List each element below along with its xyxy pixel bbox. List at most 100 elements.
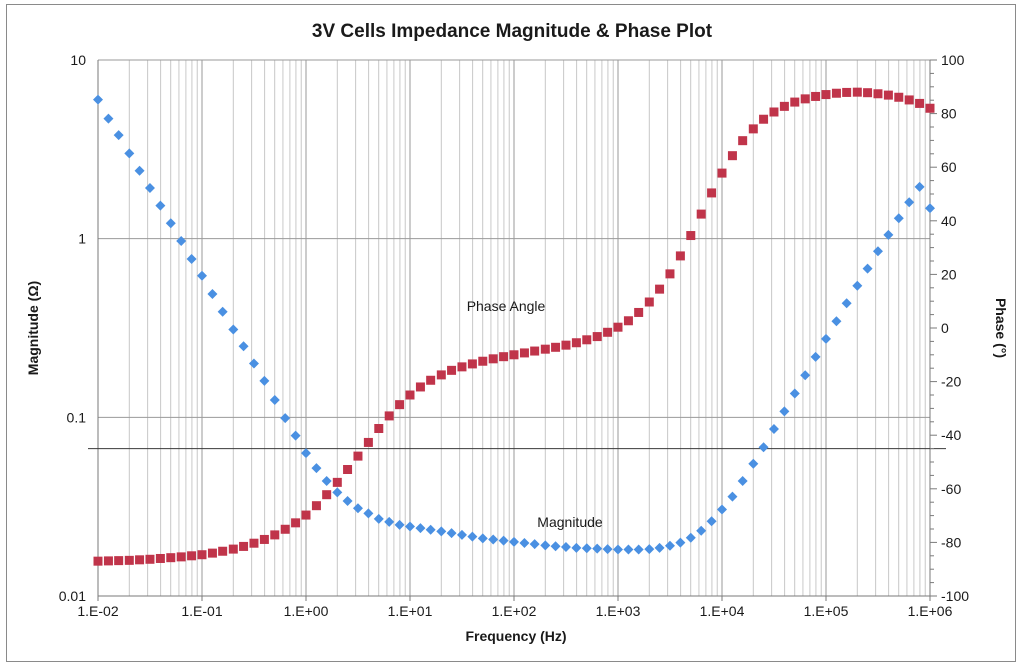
magnitude-point <box>540 540 551 551</box>
phase-point <box>707 188 717 198</box>
y2-tick-label: -20 <box>941 374 961 390</box>
y2-tick-label: -100 <box>941 588 969 604</box>
phase-point <box>540 344 550 354</box>
phase-point <box>301 510 311 520</box>
phase-point <box>675 251 685 261</box>
magnitude-point <box>207 289 218 300</box>
magnitude-point <box>852 280 863 291</box>
y2-tick-label: 100 <box>941 52 965 68</box>
phase-point <box>155 553 165 563</box>
x-tick-label: 1.E+02 <box>492 603 537 619</box>
x-tick-label: 1.E-01 <box>181 603 222 619</box>
x-tick-label: 1.E+05 <box>804 603 849 619</box>
phase-point <box>291 518 301 528</box>
magnitude-point <box>685 532 696 543</box>
x-tick-labels: 1.E-02 1.E-01 1.E+00 1.E+01 1.E+02 1.E+03 1.E+… <box>77 603 952 619</box>
y2-tick-label: 80 <box>941 106 957 122</box>
phase-point <box>915 98 925 108</box>
phase-point <box>655 284 665 294</box>
x-tick-label: 1.E+00 <box>284 603 329 619</box>
phase-point <box>748 124 758 134</box>
phase-point <box>665 269 675 279</box>
magnitude-point <box>103 113 114 124</box>
annotation-phase-angle: Phase Angle <box>467 298 546 314</box>
magnitude-point <box>269 395 280 406</box>
phase-point <box>332 477 342 487</box>
magnitude-point <box>592 543 603 554</box>
phase-point <box>145 554 155 564</box>
magnitude-point <box>321 476 332 487</box>
phase-point <box>488 354 498 364</box>
phase-point <box>904 95 914 105</box>
grid-major <box>97 59 931 597</box>
magnitude-point <box>477 533 488 544</box>
y2-tick-labels: -100 -80 -60 -40 -20 0 20 40 60 80 100 <box>941 52 969 604</box>
magnitude-point <box>373 513 384 524</box>
magnitude-point <box>467 531 478 542</box>
phase-point <box>571 338 581 348</box>
magnitude-point <box>425 524 436 535</box>
phase-point <box>218 546 228 556</box>
magnitude-point <box>113 130 124 141</box>
magnitude-point <box>248 358 259 369</box>
phase-point <box>249 538 259 548</box>
y2-tick-label: -80 <box>941 534 961 550</box>
chart-title: 3V Cells Impedance Magnitude & Phase Plo… <box>312 21 713 42</box>
magnitude-point <box>176 236 187 247</box>
phase-point <box>790 97 800 107</box>
phase-point <box>384 411 394 421</box>
magnitude-point <box>186 253 197 264</box>
phase-point <box>426 375 436 385</box>
phase-point <box>447 365 457 375</box>
phase-point <box>800 94 810 104</box>
magnitude-point <box>633 544 644 555</box>
axes <box>88 59 946 601</box>
x-tick-label: 1.E+03 <box>596 603 641 619</box>
phase-point <box>530 346 540 356</box>
phase-point <box>322 490 332 500</box>
phase-point <box>509 350 519 360</box>
magnitude-point <box>613 544 623 555</box>
x-tick-label: 1.E+06 <box>908 603 953 619</box>
magnitude-point <box>748 458 759 469</box>
series-phase <box>93 87 935 566</box>
magnitude-point <box>509 536 519 547</box>
y-tick-label: 1 <box>78 231 86 247</box>
phase-point <box>925 103 935 113</box>
magnitude-point <box>571 542 582 553</box>
phase-point <box>228 544 238 554</box>
magnitude-point <box>644 544 655 555</box>
magnitude-point <box>717 504 727 515</box>
y2-axis-title: Phase (°) <box>993 298 1009 358</box>
magnitude-point <box>498 535 509 546</box>
phase-point <box>363 437 373 447</box>
y-tick-label: 0.01 <box>59 588 86 604</box>
phase-point <box>759 114 769 124</box>
magnitude-point <box>165 218 176 229</box>
phase-point <box>811 91 821 101</box>
magnitude-point <box>883 229 894 240</box>
magnitude-point <box>197 270 207 281</box>
phase-point <box>135 555 145 565</box>
magnitude-point <box>810 351 821 362</box>
phase-point <box>207 548 217 558</box>
phase-point <box>259 534 269 544</box>
magnitude-point <box>456 529 467 540</box>
phase-point <box>374 424 384 433</box>
magnitude-point <box>384 516 395 527</box>
magnitude-point <box>706 516 717 527</box>
y2-tick-label: 60 <box>941 159 957 175</box>
phase-point <box>561 340 571 350</box>
y2-tick-label: 20 <box>941 266 957 282</box>
magnitude-point <box>415 523 426 534</box>
y2-tick-label: -60 <box>941 481 961 497</box>
phase-point <box>353 451 363 461</box>
phase-point <box>93 556 103 566</box>
phase-point <box>187 551 197 561</box>
phase-point <box>717 168 727 178</box>
x-tick-label: 1.E+04 <box>700 603 745 619</box>
magnitude-point <box>488 534 499 545</box>
magnitude-point <box>737 476 748 487</box>
magnitude-point <box>581 543 592 554</box>
